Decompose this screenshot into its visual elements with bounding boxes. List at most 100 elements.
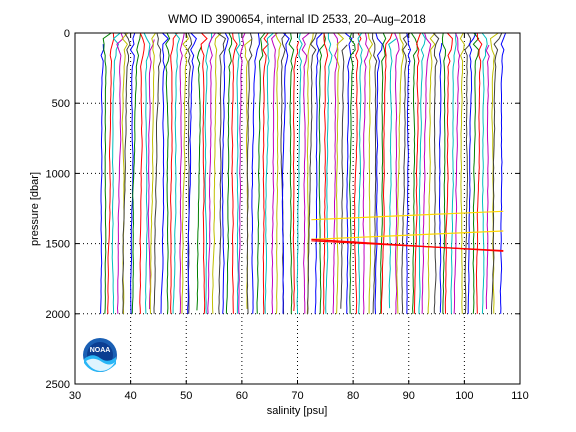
profile-line xyxy=(438,42,443,313)
profile-line xyxy=(246,32,253,314)
profile-line xyxy=(472,32,480,314)
profile-line xyxy=(332,32,339,314)
profile-line xyxy=(353,32,362,314)
profile-line xyxy=(490,32,503,314)
profile-line xyxy=(475,32,483,314)
profile-line xyxy=(374,32,383,314)
y-tick-label: 2000 xyxy=(46,309,70,321)
profile-line xyxy=(102,32,112,314)
profile-line xyxy=(459,32,465,314)
x-tick-label: 70 xyxy=(291,390,303,402)
profile-line xyxy=(200,32,208,314)
profile-line xyxy=(256,32,266,314)
profile-line xyxy=(211,32,222,314)
profile-line xyxy=(281,32,290,314)
profile-line xyxy=(418,32,426,314)
profile-line xyxy=(274,32,282,314)
profile-line xyxy=(292,41,300,312)
profile-line xyxy=(143,32,151,314)
profile-line xyxy=(380,32,393,314)
profile-line xyxy=(344,32,353,314)
profile-line xyxy=(406,32,412,314)
profile-line xyxy=(307,32,317,314)
profile-line xyxy=(238,32,246,314)
noaa-logo-text: NOAA xyxy=(90,347,111,354)
y-axis-label: pressure [dbar] xyxy=(29,172,41,246)
profile-line xyxy=(139,32,145,314)
profile-line xyxy=(217,32,227,314)
profile-line xyxy=(362,32,370,314)
profile-line xyxy=(340,44,348,309)
profile-line xyxy=(172,32,181,314)
chart-title: WMO ID 3900654, internal ID 2533, 20–Aug… xyxy=(168,14,426,26)
profile-line xyxy=(371,32,378,314)
x-axis-label: salinity [psu] xyxy=(267,405,328,417)
profile-line xyxy=(325,33,333,314)
profile-line xyxy=(396,32,405,314)
profile-line xyxy=(225,32,233,314)
profile-line xyxy=(401,32,411,314)
profile-line xyxy=(181,32,190,314)
profile-line xyxy=(129,32,136,314)
y-axis-ticks: 0 500 1000 1500 2000 2500 xyxy=(46,28,520,391)
y-tick-label: 1500 xyxy=(46,239,70,251)
profile-line xyxy=(413,32,421,314)
profile-line xyxy=(323,32,329,314)
profile-line xyxy=(421,32,432,314)
highlight-segment xyxy=(311,240,504,252)
profile-line xyxy=(318,32,326,314)
x-tick-label: 30 xyxy=(69,390,81,402)
profile-line xyxy=(100,44,105,314)
profile-line xyxy=(485,44,490,310)
profile-line xyxy=(122,32,131,314)
x-axis-ticks: 30 40 50 60 70 80 90 100 110 xyxy=(69,33,529,402)
profile-line xyxy=(231,32,238,314)
y-tick-label: 500 xyxy=(52,98,70,110)
profile-line xyxy=(441,32,447,314)
profile-line xyxy=(453,32,461,314)
profile-line xyxy=(467,32,477,314)
x-tick-label: 100 xyxy=(455,390,473,402)
profile-line xyxy=(179,32,185,314)
profile-line xyxy=(427,32,436,314)
profile-line xyxy=(296,32,303,314)
profile-line xyxy=(170,32,178,314)
profile-line xyxy=(481,32,488,314)
profile-line xyxy=(196,46,202,311)
highlight-segment xyxy=(311,210,504,221)
profile-lines xyxy=(100,32,507,314)
profile-line xyxy=(264,32,274,314)
x-tick-label: 80 xyxy=(347,390,359,402)
highlight-segments xyxy=(311,210,504,252)
profile-line xyxy=(314,32,323,314)
profile-line xyxy=(288,32,295,314)
profile-line xyxy=(444,32,453,314)
profile-line xyxy=(165,32,171,314)
profile-line xyxy=(149,32,157,314)
profile-line xyxy=(160,32,169,314)
profile-line xyxy=(235,32,241,314)
profile-line xyxy=(388,38,397,309)
profile-line xyxy=(410,32,418,314)
profile-line xyxy=(111,32,121,314)
noaa-logo-wave-highlight xyxy=(86,358,115,371)
profile-line xyxy=(335,32,345,314)
y-tick-label: 2500 xyxy=(46,379,70,391)
profile-line xyxy=(367,32,374,314)
profile-line xyxy=(251,32,260,314)
profile-line xyxy=(499,32,507,314)
profile-line xyxy=(357,32,363,314)
profile-line xyxy=(207,32,216,314)
profile-line xyxy=(187,32,193,314)
profile-line xyxy=(204,32,213,314)
profile-line xyxy=(116,32,124,314)
profile-line xyxy=(262,32,269,314)
x-tick-label: 60 xyxy=(236,390,248,402)
profile-line xyxy=(221,32,229,314)
x-tick-label: 40 xyxy=(125,390,137,402)
profile-line xyxy=(394,32,400,314)
x-tick-label: 90 xyxy=(403,390,415,402)
profile-line xyxy=(187,32,197,314)
